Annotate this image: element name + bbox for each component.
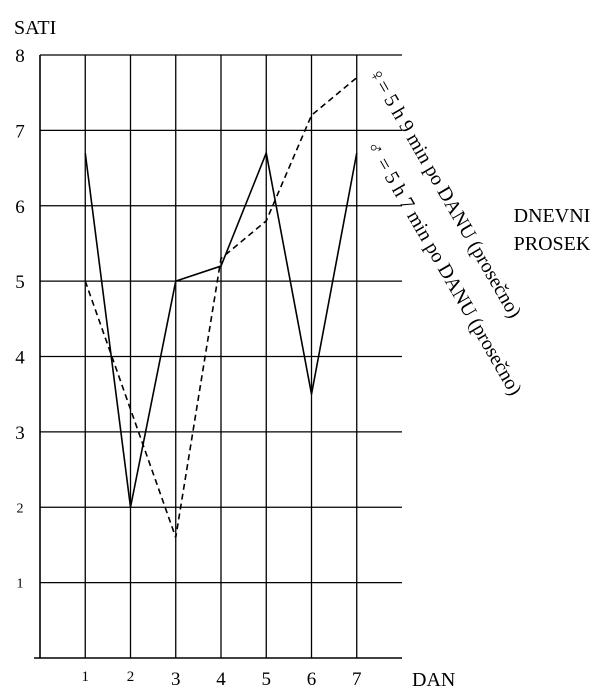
side-label-line: DNEVNI [514, 205, 591, 227]
x-axis-label: DAN [412, 669, 455, 688]
grid [34, 55, 402, 658]
x-tick-label: 4 [216, 669, 226, 688]
y-tick-label: 4 [15, 348, 25, 369]
y-tick-label: 2 [17, 501, 24, 516]
x-tick-label: 3 [171, 669, 181, 688]
y-tick-label: 6 [15, 197, 25, 218]
x-tick-label: 1 [82, 669, 90, 685]
x-tick-label: 5 [262, 669, 272, 688]
y-tick-label: 7 [15, 121, 25, 142]
x-tick-label: 6 [307, 669, 317, 688]
y-tick-label: 3 [15, 423, 25, 444]
y-tick-label: 1 [17, 577, 24, 592]
y-tick-label: 8 [15, 46, 25, 67]
x-tick-label: 7 [352, 669, 362, 688]
x-tick-label: 2 [127, 669, 135, 685]
annotations: ♀= 5 h 9 min po DANU (prosečno)♂ = 5 h 7… [362, 64, 591, 400]
y-axis-label: SATI [14, 17, 56, 39]
y-tick-label: 5 [15, 272, 25, 293]
tick-labels: 1 2 3 4 5 6 7 1 2 3 4 5 6 7 8 [15, 46, 361, 688]
side-label-line: PROSEK [514, 233, 591, 255]
